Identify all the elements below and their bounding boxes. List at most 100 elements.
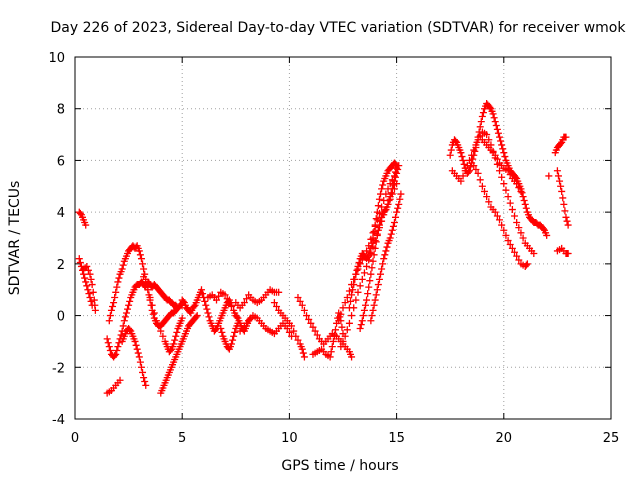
x-tick-label: 20 — [496, 431, 513, 446]
data-point — [345, 287, 353, 295]
data-point — [300, 306, 308, 314]
data-point — [140, 265, 148, 273]
data-point — [329, 337, 337, 345]
data-point — [294, 293, 302, 301]
data-point — [563, 217, 571, 225]
data-point — [388, 185, 396, 193]
data-point — [457, 149, 465, 157]
data-point — [115, 339, 123, 347]
data-point — [504, 237, 512, 245]
data-point — [83, 262, 91, 270]
data-point — [294, 336, 302, 344]
data-point — [246, 315, 254, 323]
y-tick-label: 2 — [57, 258, 65, 273]
data-point — [515, 256, 523, 264]
data-point — [522, 261, 530, 269]
data-point — [493, 155, 501, 163]
data-point — [370, 251, 378, 259]
data-point — [368, 264, 376, 272]
data-point — [273, 303, 281, 311]
data-point — [136, 358, 144, 366]
data-point — [192, 313, 200, 321]
data-point — [360, 269, 368, 277]
data-point — [113, 346, 121, 354]
data-point — [137, 255, 145, 263]
data-point — [372, 291, 380, 299]
data-point — [465, 156, 473, 164]
data-point — [112, 350, 120, 358]
data-point — [562, 213, 570, 221]
data-point — [517, 187, 525, 195]
data-point — [387, 189, 395, 197]
data-point — [561, 207, 569, 215]
data-point — [309, 323, 317, 331]
y-tick-label: 10 — [48, 51, 65, 66]
data-point — [380, 255, 388, 263]
data-point — [330, 332, 338, 340]
data-point — [125, 301, 133, 309]
data-point — [522, 204, 530, 212]
data-point — [392, 160, 400, 168]
chart-title: Day 226 of 2023, Sidereal Day-to-day VTE… — [51, 20, 627, 36]
data-point — [496, 133, 504, 141]
data-point — [543, 231, 551, 239]
data-point — [337, 310, 345, 318]
data-point — [135, 247, 143, 255]
data-point — [348, 353, 356, 361]
data-point — [554, 172, 562, 180]
y-axis-label: SDTVAR / TECUs — [7, 181, 23, 296]
data-point — [483, 193, 491, 201]
data-point — [338, 323, 346, 331]
data-point — [369, 234, 377, 242]
data-point — [557, 140, 565, 148]
data-point — [381, 207, 389, 215]
data-point — [506, 240, 514, 248]
data-point — [221, 291, 229, 299]
series-track-22 — [367, 190, 405, 325]
data-point — [307, 319, 315, 327]
data-point — [489, 110, 497, 118]
data-point — [562, 133, 570, 141]
data-point — [476, 176, 484, 184]
data-point — [107, 306, 115, 314]
x-tick-label: 25 — [603, 431, 620, 446]
data-point — [341, 332, 349, 340]
data-point — [395, 200, 403, 208]
data-point — [492, 122, 500, 130]
data-point — [275, 288, 283, 296]
data-point — [498, 173, 506, 181]
data-point — [103, 335, 111, 343]
data-point — [105, 317, 113, 325]
data-point — [364, 253, 372, 261]
data-point — [305, 315, 313, 323]
data-point — [502, 231, 510, 239]
data-point — [366, 248, 374, 256]
data-point — [347, 297, 355, 305]
data-point — [470, 162, 478, 170]
data-point — [299, 349, 307, 357]
data-point — [345, 304, 353, 312]
data-point — [152, 317, 160, 325]
data-point — [140, 273, 148, 281]
series-track-3 — [80, 262, 99, 314]
data-point — [355, 259, 363, 267]
data-point — [240, 299, 248, 307]
data-point — [215, 292, 223, 300]
data-point — [373, 216, 381, 224]
data-point — [519, 234, 527, 242]
data-point — [112, 288, 120, 296]
data-point — [290, 327, 298, 335]
data-point — [539, 225, 547, 233]
data-point — [367, 317, 375, 325]
data-point — [335, 317, 343, 325]
data-point — [87, 275, 95, 283]
series-track-10 — [178, 286, 236, 335]
data-point — [387, 230, 395, 238]
data-point — [115, 274, 123, 282]
data-point — [150, 309, 158, 317]
data-point — [513, 252, 521, 260]
data-point — [500, 180, 508, 188]
y-tick-label: -2 — [52, 361, 65, 376]
data-point — [491, 208, 499, 216]
